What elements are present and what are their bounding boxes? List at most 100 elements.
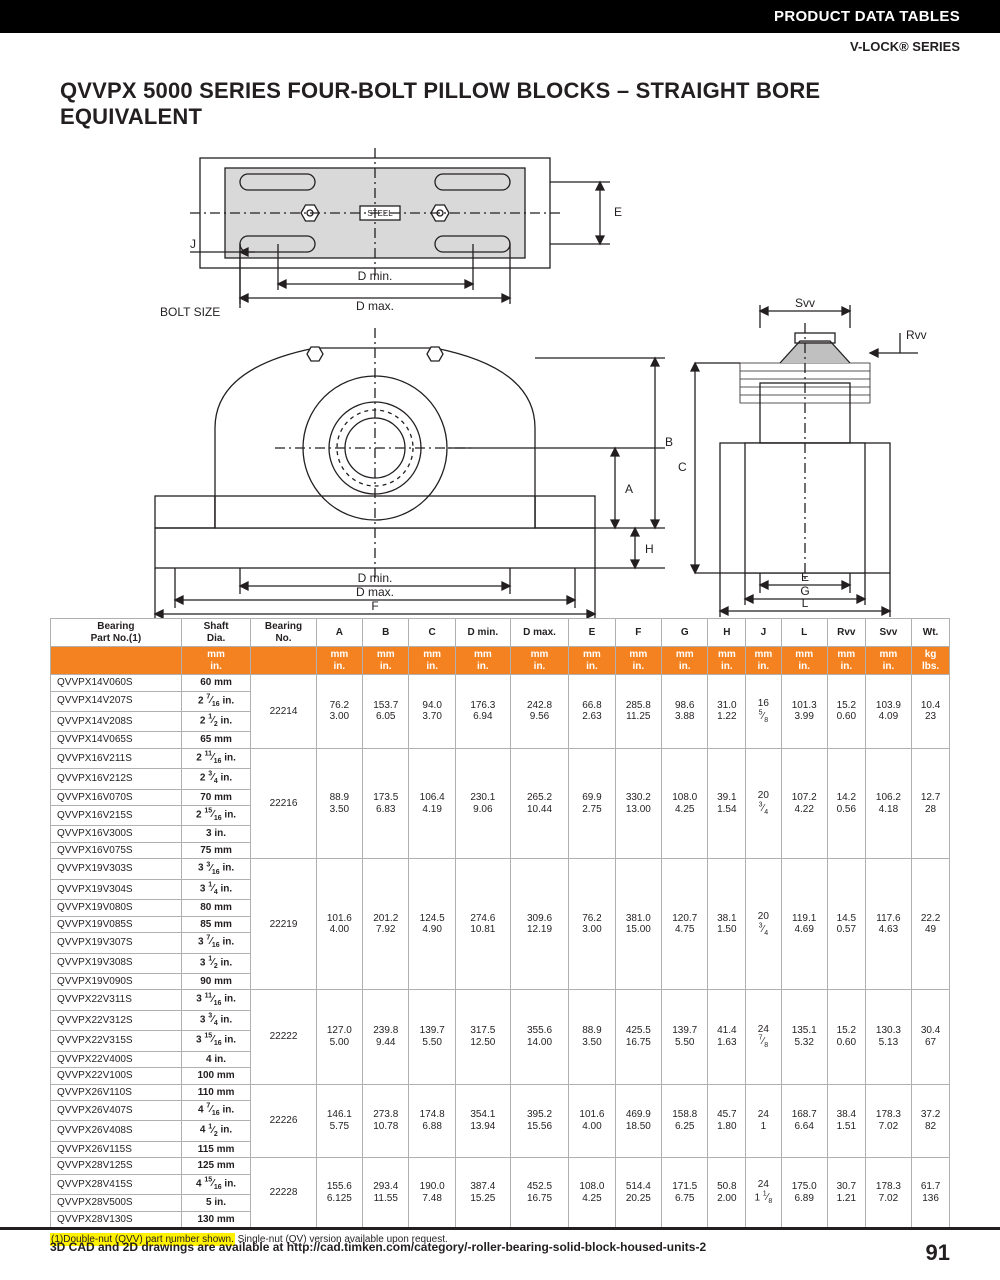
data-cell: 101.33.99 [781, 675, 827, 749]
data-cell: 514.420.25 [615, 1158, 661, 1228]
part-no: QVVPX16V075S [51, 842, 182, 859]
table-row: QVVPX19V303S3 3⁄16 in.22219101.64.00201.… [51, 859, 950, 879]
data-cell: 94.03.70 [409, 675, 455, 749]
unit-cell: mmin. [746, 647, 781, 675]
data-cell: 76.23.00 [569, 859, 615, 990]
bearing-no: 22216 [251, 748, 316, 859]
data-cell: 178.37.02 [865, 1084, 911, 1158]
data-cell: 241 [746, 1084, 781, 1158]
data-cell: 12.728 [912, 748, 950, 859]
table-row: QVVPX26V110S110 mm22226146.15.75273.810.… [51, 1084, 950, 1101]
shaft-dia: 4 in. [181, 1051, 251, 1068]
col-header: D max. [510, 619, 568, 647]
part-no: QVVPX16V211S [51, 748, 182, 768]
data-cell: 242.89.56 [510, 675, 568, 749]
shaft-dia: 3 7⁄16 in. [181, 933, 251, 953]
col-header: E [569, 619, 615, 647]
col-header: Wt. [912, 619, 950, 647]
data-cell: 317.512.50 [455, 990, 510, 1084]
col-header: BearingPart No.(1) [51, 619, 182, 647]
technical-diagram: STEEL E J BOLT SIZE D min. D max. [50, 138, 950, 618]
page-title: QVVPX 5000 SERIES FOUR-BOLT PILLOW BLOCK… [0, 54, 1000, 138]
data-cell: 108.04.25 [662, 748, 708, 859]
data-cell: 135.15.32 [781, 990, 827, 1084]
shaft-dia: 90 mm [181, 973, 251, 990]
shaft-dia: 3 in. [181, 826, 251, 843]
shaft-dia: 3 3⁄4 in. [181, 1010, 251, 1030]
data-cell: 381.015.00 [615, 859, 661, 990]
bearing-no: 22226 [251, 1084, 316, 1158]
data-cell: 103.94.09 [865, 675, 911, 749]
shaft-dia: 100 mm [181, 1068, 251, 1085]
unit-cell [51, 647, 182, 675]
data-cell: 107.24.22 [781, 748, 827, 859]
part-no: QVVPX26V408S [51, 1121, 182, 1141]
shaft-dia: 65 mm [181, 732, 251, 749]
shaft-dia: 3 1⁄2 in. [181, 953, 251, 973]
part-no: QVVPX19V304S [51, 879, 182, 899]
shaft-dia: 4 1⁄2 in. [181, 1121, 251, 1141]
data-cell: 293.411.55 [363, 1158, 409, 1228]
part-no: QVVPX22V400S [51, 1051, 182, 1068]
shaft-dia: 3 15⁄16 in. [181, 1031, 251, 1051]
bearing-no: 22222 [251, 990, 316, 1084]
data-cell: 30.467 [912, 990, 950, 1084]
data-cell: 190.07.48 [409, 1158, 455, 1228]
unit-cell: mmin. [865, 647, 911, 675]
data-cell: 31.01.22 [708, 675, 746, 749]
data-cell: 309.612.19 [510, 859, 568, 990]
data-cell: 15.20.60 [827, 675, 865, 749]
part-no: QVVPX22V100S [51, 1068, 182, 1085]
header-bar: PRODUCT DATA TABLES [0, 0, 1000, 33]
data-cell: 247⁄8 [746, 990, 781, 1084]
unit-cell: mmin. [510, 647, 568, 675]
part-no: QVVPX16V070S [51, 789, 182, 806]
dim-b: B [665, 435, 673, 449]
shaft-dia: 2 11⁄16 in. [181, 748, 251, 768]
unit-cell: mmin. [827, 647, 865, 675]
shaft-dia: 70 mm [181, 789, 251, 806]
data-cell: 30.71.21 [827, 1158, 865, 1228]
bearing-no: 22228 [251, 1158, 316, 1228]
data-cell: 174.86.88 [409, 1084, 455, 1158]
unit-cell: mmin. [615, 647, 661, 675]
data-cell: 354.113.94 [455, 1084, 510, 1158]
data-cell: 173.56.83 [363, 748, 409, 859]
col-header: A [316, 619, 362, 647]
data-cell: 153.76.05 [363, 675, 409, 749]
data-cell: 14.20.56 [827, 748, 865, 859]
table-row: QVVPX22V311S3 11⁄16 in.22222127.05.00239… [51, 990, 950, 1010]
data-cell: 387.415.25 [455, 1158, 510, 1228]
shaft-dia: 80 mm [181, 900, 251, 917]
shaft-dia: 2 7⁄16 in. [181, 691, 251, 711]
dim-f: F [371, 599, 378, 613]
col-header: J [746, 619, 781, 647]
shaft-dia: 125 mm [181, 1158, 251, 1175]
data-cell: 108.04.25 [569, 1158, 615, 1228]
data-cell: 285.811.25 [615, 675, 661, 749]
data-cell: 101.64.00 [316, 859, 362, 990]
data-cell: 241 1⁄8 [746, 1158, 781, 1228]
col-header: B [363, 619, 409, 647]
page-number: 91 [926, 1240, 950, 1266]
col-header: BearingNo. [251, 619, 316, 647]
data-table: BearingPart No.(1)ShaftDia.BearingNo.ABC… [50, 618, 950, 1228]
data-cell: 61.7136 [912, 1158, 950, 1228]
data-cell: 106.44.19 [409, 748, 455, 859]
data-cell: 76.23.00 [316, 675, 362, 749]
col-header: Svv [865, 619, 911, 647]
unit-cell: mmin. [363, 647, 409, 675]
shaft-dia: 130 mm [181, 1211, 251, 1228]
shaft-dia: 110 mm [181, 1084, 251, 1101]
col-header: H [708, 619, 746, 647]
data-cell: 41.41.63 [708, 990, 746, 1084]
data-cell: 15.20.60 [827, 990, 865, 1084]
shaft-dia: 2 1⁄2 in. [181, 711, 251, 731]
data-cell: 88.93.50 [316, 748, 362, 859]
data-cell: 425.516.75 [615, 990, 661, 1084]
bearing-no: 22214 [251, 675, 316, 749]
part-no: QVVPX28V500S [51, 1195, 182, 1212]
data-cell: 119.14.69 [781, 859, 827, 990]
shaft-dia: 115 mm [181, 1141, 251, 1158]
data-cell: 452.516.75 [510, 1158, 568, 1228]
